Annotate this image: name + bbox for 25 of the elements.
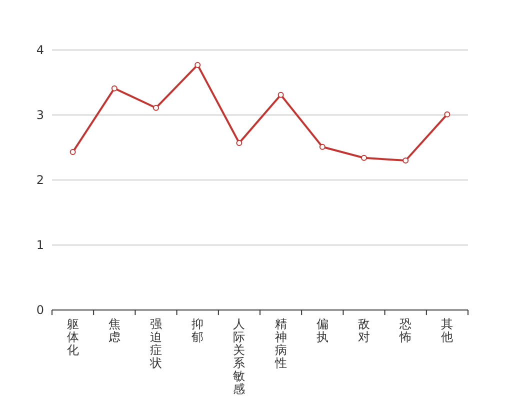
x-tick-label: 躯体化 [66, 317, 79, 357]
point [278, 92, 284, 98]
point [111, 85, 118, 92]
x-tick-label: 强迫症状 [149, 317, 162, 370]
x-tick-label: 焦虑 [108, 317, 120, 344]
x-tick-label: 其他 [441, 317, 454, 344]
point [319, 144, 326, 150]
point [194, 62, 201, 68]
x-tick-label: 抑郁 [192, 317, 204, 344]
point [153, 104, 159, 111]
x-tick-label: 敌对 [358, 317, 370, 344]
point [361, 154, 367, 161]
point [236, 140, 242, 146]
x-tick-label: 偏执 [316, 317, 328, 344]
x-tick-label: 精神病性 [274, 317, 287, 370]
point [402, 158, 409, 164]
x-tick-label: 人际关系敏感 [233, 317, 246, 396]
x-tick-label: 恐怖 [398, 317, 412, 344]
y-tick-label: 0 [36, 303, 44, 317]
y-tick-label: 2 [36, 173, 44, 187]
y-tick-label: 4 [36, 43, 44, 57]
y-tick-label: 1 [36, 238, 44, 252]
point [444, 111, 450, 118]
y-tick-label: 3 [36, 108, 44, 122]
point [70, 149, 76, 156]
